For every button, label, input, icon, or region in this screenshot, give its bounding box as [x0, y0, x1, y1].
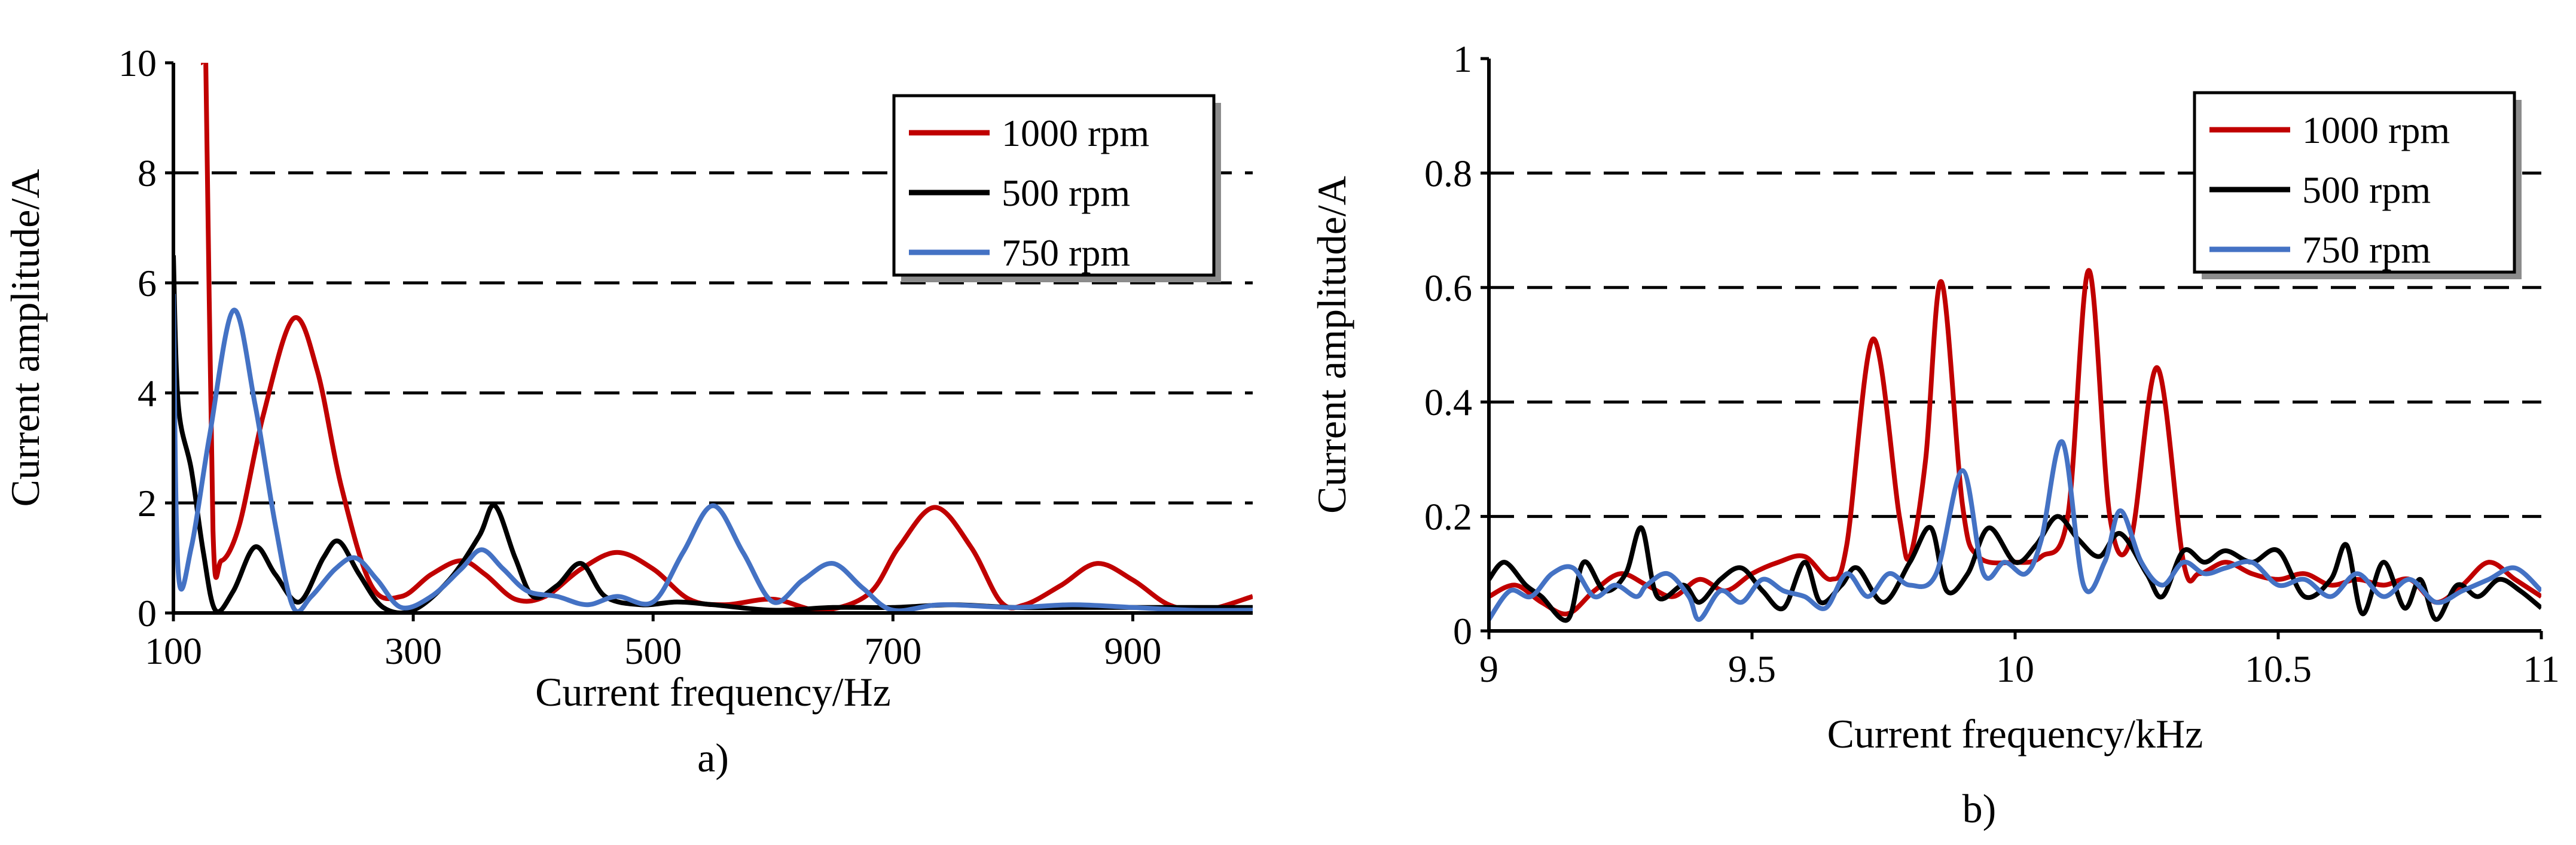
x-tick-label: 9.5: [1728, 648, 1776, 690]
x-tick-label: 900: [1104, 630, 1161, 672]
chart-a: 0 2 4 6 8 10 100 300 500 700 900 Current frequency/…: [2, 42, 1253, 780]
legend-label: 1000 rpm: [1002, 112, 1149, 154]
legend: 1000 rpm 500 rpm 750 rpm: [892, 94, 1221, 282]
y-tick-label: 6: [138, 262, 157, 304]
x-tick-label: 300: [384, 630, 442, 672]
series-line-750-rpm: [1489, 439, 2541, 622]
legend-label: 1000 rpm: [2302, 109, 2450, 151]
y-tick-label: 8: [138, 152, 157, 194]
panel-label: b): [1962, 786, 1997, 831]
x-tick-label: 100: [145, 630, 202, 672]
y-tick-label: 0.6: [1424, 267, 1472, 309]
series-line-500-rpm: [173, 255, 1253, 613]
x-tick-label: 700: [864, 630, 921, 672]
series-line-750-rpm: [173, 294, 1253, 613]
panel-label: a): [697, 735, 729, 780]
legend-box: [892, 94, 1216, 277]
y-tick-label: 0.4: [1424, 381, 1472, 423]
x-tick-label: 500: [624, 630, 682, 672]
x-tick-label: 10.5: [2245, 648, 2312, 690]
x-axis-label: Current frequency/Hz: [535, 669, 891, 715]
legend: 1000 rpm 500 rpm 750 rpm: [2193, 91, 2522, 279]
series-line-500-rpm: [1489, 514, 2541, 623]
legend-label: 500 rpm: [1002, 172, 1130, 214]
y-tick-label: 4: [138, 372, 157, 414]
x-tick-label: 9: [1479, 648, 1498, 690]
chart-b: 0 0.2 0.4 0.6 0.8 1 9 9.5 10 10.5 11 Current freque…: [1309, 38, 2560, 831]
y-tick-label: 0.8: [1424, 152, 1472, 194]
legend-box: [2193, 91, 2516, 274]
y-tick-label: 10: [118, 42, 157, 84]
y-tick-label: 0.2: [1424, 496, 1472, 538]
y-tick-label: 0: [138, 592, 157, 634]
y-tick-label: 0: [1453, 610, 1472, 652]
y-axis-label: Current amplitude/A: [1309, 176, 1354, 514]
legend-label: 750 rpm: [1002, 231, 1130, 274]
x-axis-label: Current frequency/kHz: [1827, 711, 2203, 756]
x-tick-label: 11: [2523, 648, 2560, 690]
legend-label: 500 rpm: [2302, 169, 2431, 211]
x-tick-label: 10: [1996, 648, 2034, 690]
legend-label: 750 rpm: [2302, 228, 2431, 271]
y-tick-label: 2: [138, 482, 157, 524]
y-tick-label: 1: [1453, 38, 1472, 80]
y-axis-label: Current amplitude/A: [2, 169, 48, 507]
